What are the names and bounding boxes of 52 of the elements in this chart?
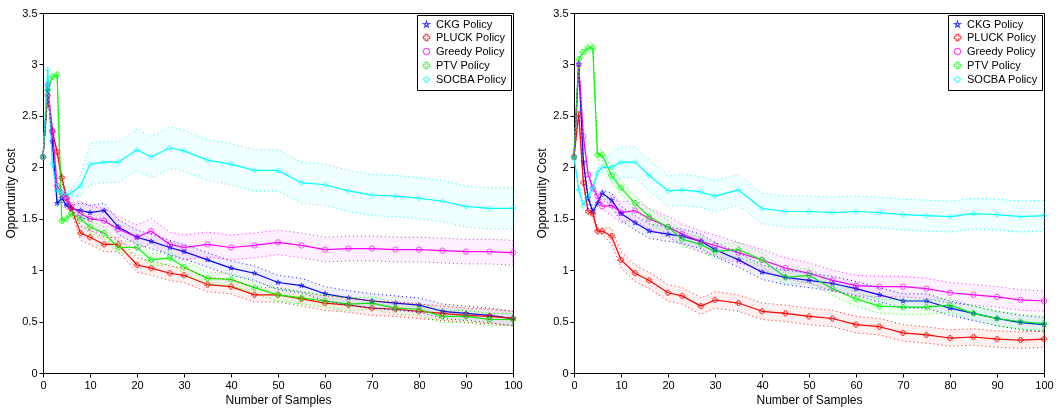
x-tick-label: 50 — [803, 378, 816, 391]
y-tick-label: 3.5 — [22, 6, 38, 19]
x-tick-label: 0 — [40, 378, 47, 391]
x-tick-label: 90 — [991, 378, 1004, 391]
x-tick-label: 30 — [178, 378, 191, 391]
x-tick-label: 80 — [944, 378, 957, 391]
legend-label: Greedy Policy — [967, 44, 1036, 57]
legend-label: SOCBA Policy — [967, 72, 1038, 85]
x-tick-label: 40 — [225, 378, 238, 391]
x-tick-label: 90 — [460, 378, 473, 391]
x-tick-label: 10 — [615, 378, 628, 391]
y-tick-label: 0 — [31, 366, 38, 379]
x-tick-label: 70 — [366, 378, 379, 391]
y-tick-label: 0 — [562, 366, 569, 379]
x-tick-label: 40 — [756, 378, 769, 391]
legend-label: PTV Policy — [967, 58, 1022, 71]
legend-label: PTV Policy — [436, 58, 491, 71]
x-tick-label: 0 — [571, 378, 578, 391]
y-axis-title: Opportunity Cost — [4, 147, 19, 239]
x-tick-label: 10 — [84, 378, 97, 391]
y-tick-label: 0.5 — [553, 315, 569, 328]
legend-label: Greedy Policy — [436, 44, 505, 57]
y-tick-label: 2.5 — [553, 109, 569, 122]
x-tick-label: 100 — [504, 378, 523, 391]
x-tick-label: 50 — [272, 378, 285, 391]
y-tick-label: 1.5 — [553, 212, 569, 225]
legend-label: PLUCK Policy — [436, 30, 506, 43]
y-tick-label: 1 — [31, 263, 38, 276]
x-tick-label: 60 — [850, 378, 863, 391]
x-axis-title: Number of Samples — [225, 392, 332, 407]
y-tick-label: 3 — [562, 57, 569, 70]
y-tick-label: 1 — [562, 263, 569, 276]
y-axis-title: Opportunity Cost — [535, 147, 550, 239]
legend-label: SOCBA Policy — [436, 72, 507, 85]
legend-label: PLUCK Policy — [967, 30, 1037, 43]
y-tick-label: 0.5 — [22, 315, 38, 328]
legend-label: CKG Policy — [436, 17, 493, 30]
x-tick-label: 80 — [413, 378, 426, 391]
legend-label: CKG Policy — [967, 17, 1024, 30]
x-tick-label: 30 — [709, 378, 722, 391]
x-tick-label: 60 — [319, 378, 332, 391]
y-tick-label: 3 — [31, 57, 38, 70]
y-tick-label: 3.5 — [553, 6, 569, 19]
y-tick-label: 1.5 — [22, 212, 38, 225]
y-tick-label: 2 — [562, 160, 569, 173]
x-tick-label: 100 — [1035, 378, 1054, 391]
x-tick-label: 20 — [131, 378, 144, 391]
x-tick-label: 20 — [662, 378, 675, 391]
x-axis-title: Number of Samples — [756, 392, 863, 407]
x-tick-label: 70 — [897, 378, 910, 391]
y-tick-label: 2.5 — [22, 109, 38, 122]
y-tick-label: 2 — [31, 160, 38, 173]
